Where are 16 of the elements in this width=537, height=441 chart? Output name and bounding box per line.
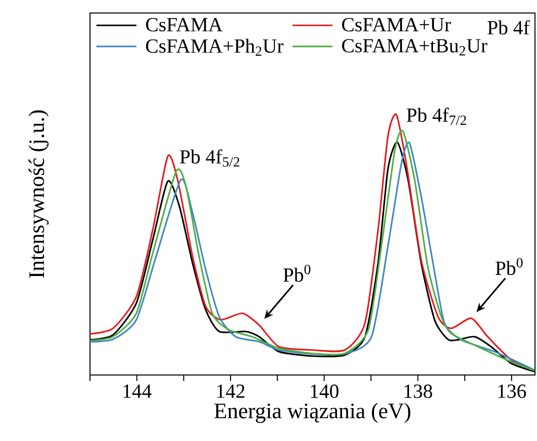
legend-label: CsFAMA (146, 18, 223, 32)
annotation: Pb 4f$_{7/2}$ (406, 108, 466, 125)
x-tick-label: 140 (310, 384, 338, 398)
legend-label: CsFAMA+Ph$_{2}$Ur (146, 38, 284, 56)
annotation: Pb$^{0}$ (496, 258, 523, 276)
legend-label: CsFAMA+tBu$_{2}$Ur (342, 39, 488, 56)
y-axis-title: Intensywność (j.u.) (28, 110, 49, 278)
x-axis-title: Energia wiązania (eV) (214, 402, 410, 423)
x-tick-label: 136 (498, 384, 526, 398)
x-tick-label: 144 (124, 384, 152, 398)
annotation: Pb$^{0}$ (283, 264, 310, 282)
legend-label: CsFAMA+Ur (342, 18, 451, 32)
x-tick-label: 142 (217, 384, 244, 398)
x-tick-label: 138 (404, 384, 432, 398)
annotation: Pb 4f$_{5/2}$ (180, 149, 240, 167)
text: Pb 4f (488, 20, 530, 34)
